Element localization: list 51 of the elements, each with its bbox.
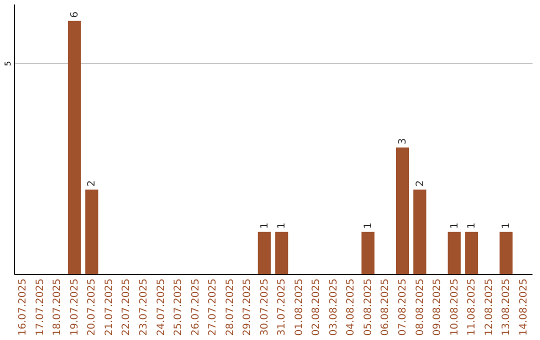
x-tick-label: 22.07.2025 <box>121 278 132 336</box>
x-tick-label: 13.08.2025 <box>501 278 512 336</box>
bar <box>396 147 409 274</box>
x-tick-label: 11.08.2025 <box>466 278 478 336</box>
data-label: 1 <box>501 222 512 229</box>
x-tick-label: 03.08.2025 <box>328 278 340 336</box>
x-tick-label: 17.07.2025 <box>34 278 46 336</box>
bar <box>361 232 374 274</box>
x-tick-label: 20.07.2025 <box>86 278 98 336</box>
x-tick-label: 04.08.2025 <box>346 278 357 336</box>
bar <box>258 232 271 274</box>
x-tick-label: 12.08.2025 <box>484 278 495 336</box>
data-label: 1 <box>362 222 374 229</box>
bar <box>465 232 478 274</box>
bar <box>500 232 513 274</box>
x-tick-label: 18.07.2025 <box>52 278 64 336</box>
x-tick-label: 21.07.2025 <box>104 278 115 336</box>
data-label: 2 <box>86 180 98 187</box>
y-tick-label: 5 <box>4 61 12 66</box>
data-label: 1 <box>466 222 478 229</box>
x-tick-label: 07.08.2025 <box>398 278 408 336</box>
bar <box>68 20 81 274</box>
data-label: 6 <box>69 12 80 18</box>
x-tick-label: 14.08.2025 <box>518 278 530 336</box>
x-tick-label: 31.07.2025 <box>276 278 288 336</box>
x-tick-label: 30.07.2025 <box>259 278 270 336</box>
x-tick-label: 19.07.2025 <box>69 278 80 336</box>
x-tick-label: 02.08.2025 <box>311 278 322 336</box>
x-tick-label: 09.08.2025 <box>432 278 444 336</box>
x-tick-label: 28.07.2025 <box>224 278 236 336</box>
data-label: 2 <box>414 180 426 187</box>
x-tick-label: 25.07.2025 <box>173 278 184 336</box>
bar <box>275 232 288 274</box>
x-tick-label: 08.08.2025 <box>414 278 426 336</box>
x-tick-label: 01.08.2025 <box>294 278 305 336</box>
x-tick-label: 06.08.2025 <box>380 278 392 336</box>
x-tick-label: 24.07.2025 <box>156 278 167 336</box>
x-tick-label: 10.08.2025 <box>449 278 460 336</box>
data-label: 3 <box>398 138 408 144</box>
data-label: 1 <box>449 222 460 229</box>
x-tick-label: 05.08.2025 <box>362 278 374 336</box>
bar <box>448 232 461 274</box>
data-label: 1 <box>259 222 270 229</box>
bar <box>413 190 426 274</box>
bar <box>85 190 98 274</box>
x-tick-label: 23.07.2025 <box>138 278 150 336</box>
data-label: 1 <box>276 222 288 229</box>
x-tick-label: 27.07.2025 <box>208 278 219 336</box>
x-tick-label: 16.07.2025 <box>18 278 29 336</box>
x-tick-label: 29.07.2025 <box>242 278 254 336</box>
x-tick-label: 26.07.2025 <box>190 278 202 336</box>
